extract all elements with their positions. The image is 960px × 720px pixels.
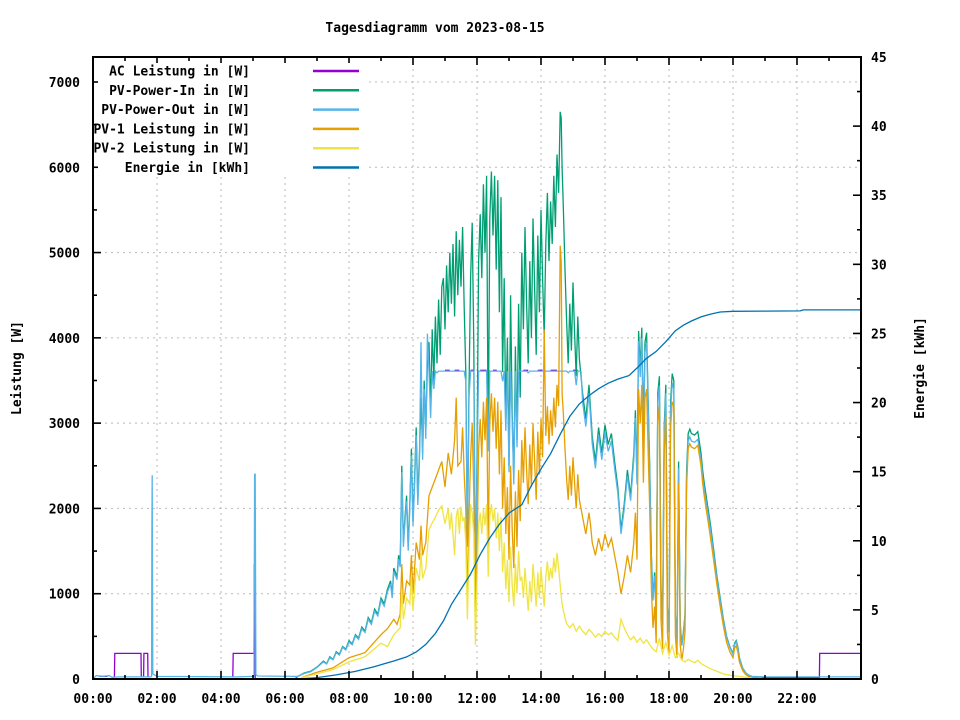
y-right-tick-label: 5 <box>871 604 879 619</box>
y-right-tick-label: 20 <box>871 397 887 412</box>
y-left-tick-label: 1000 <box>49 588 80 603</box>
x-tick-label: 02:00 <box>137 692 176 707</box>
y-right-tick-label: 45 <box>871 51 887 66</box>
series-lines <box>92 111 861 680</box>
y-left-tick-label: 7000 <box>49 76 80 91</box>
y-left-tick-label: 4000 <box>49 332 80 347</box>
legend-item-label: PV-1 Leistung in [W] <box>93 122 250 137</box>
series-ac-leistung-in-w <box>113 652 142 678</box>
y-left-tick-label: 3000 <box>49 417 80 432</box>
y-right-tick-label: 40 <box>871 120 887 135</box>
series-energie-in-kwh <box>93 309 861 680</box>
legend-item-label: Energie in [kWh] <box>125 161 250 176</box>
y-right-tick-label: 35 <box>871 189 887 204</box>
x-tick-label: 20:00 <box>713 692 752 707</box>
y-left-tick-label: 5000 <box>49 247 80 262</box>
x-tick-label: 06:00 <box>265 692 304 707</box>
x-tick-label: 16:00 <box>585 692 624 707</box>
y-right-tick-label: 0 <box>871 673 879 688</box>
series-ac-leistung-in-w <box>142 652 149 678</box>
y-right-tick-label: 30 <box>871 258 887 273</box>
x-tick-label: 22:00 <box>777 692 816 707</box>
x-tick-label: 08:00 <box>329 692 368 707</box>
plot-frame <box>92 56 862 680</box>
legend-item-label: PV-2 Leistung in [W] <box>93 142 250 157</box>
x-tick-label: 12:00 <box>457 692 496 707</box>
series-ac-leistung-in-w <box>761 652 861 679</box>
chart-title: Tagesdiagramm vom 2023-08-15 <box>325 21 544 36</box>
y-left-axis-label: Leistung [W] <box>10 321 25 415</box>
x-tick-label: 10:00 <box>393 692 432 707</box>
legend: AC Leistung in [W] PV-Power-In in [W] PV-P… <box>93 63 366 176</box>
series-pv-1-leistung-in-w <box>300 245 861 680</box>
x-tick-label: 18:00 <box>649 692 688 707</box>
legend-item-label: PV-Power-In in [W] <box>109 84 250 99</box>
y-right-tick-label: 25 <box>871 327 887 342</box>
y-left-tick-label: 6000 <box>49 161 80 176</box>
x-tick-label: 04:00 <box>201 692 240 707</box>
y-right-tick-label: 10 <box>871 535 887 550</box>
series-pv-2-leistung-in-w <box>300 504 861 680</box>
legend-item-label: AC Leistung in [W] <box>109 65 250 80</box>
legend-item-label: PV-Power-Out in [W] <box>101 103 250 118</box>
axis-tick-labels: 00:00 02:00 04:00 06:00 08:00 10:00 12:00 14:00… <box>49 51 887 707</box>
y-right-tick-label: 15 <box>871 466 887 481</box>
legend-background <box>98 63 366 176</box>
y-right-axis-label: Energie [kWh] <box>913 317 928 419</box>
x-tick-label: 14:00 <box>521 692 560 707</box>
y-left-tick-label: 2000 <box>49 502 80 517</box>
x-tick-label: 00:00 <box>73 692 112 707</box>
series-ac-leistung-in-w <box>232 564 256 680</box>
y-left-tick-label: 0 <box>72 673 80 688</box>
